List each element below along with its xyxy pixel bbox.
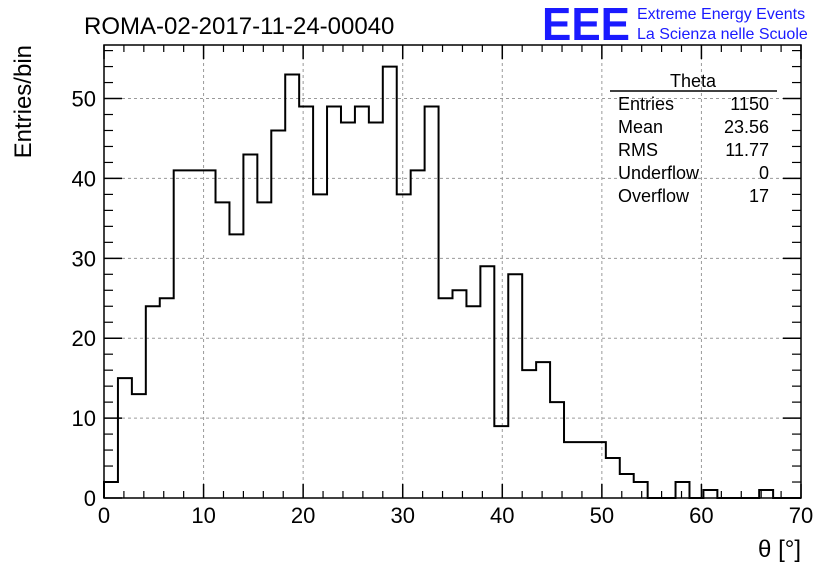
- x-tick-label: 70: [789, 503, 813, 528]
- chart-title: ROMA-02-2017-11-24-00040: [84, 13, 394, 40]
- y-tick-label: 20: [72, 326, 96, 351]
- x-tick-label: 40: [490, 503, 514, 528]
- y-axis-label: Entries/bin: [10, 45, 37, 158]
- axis-ticks: [103, 45, 802, 499]
- y-tick-label: 50: [72, 87, 96, 112]
- stats-row-value: 11.77: [725, 140, 769, 160]
- x-axis-label: θ [°]: [758, 536, 801, 563]
- stats-row-label: Mean: [618, 117, 663, 137]
- x-tick-label: 30: [390, 503, 414, 528]
- stats-box: Theta Entries 1150 Mean 23.56 RMS 11.77 Underf…: [610, 71, 777, 206]
- y-tick-label: 10: [72, 406, 96, 431]
- grid-lines: [104, 45, 801, 498]
- stats-row-label: RMS: [618, 140, 658, 160]
- y-tick-label: 40: [72, 166, 96, 191]
- plot-frame: [103, 44, 802, 499]
- stats-row-label: Entries: [618, 94, 674, 114]
- stats-row-value: 17: [749, 186, 769, 206]
- eee-logo-line1: Extreme Energy Events: [637, 6, 805, 23]
- eee-logo-line2: La Scienza nelle Scuole: [637, 26, 808, 43]
- histogram-outline: [103, 65, 801, 499]
- eee-logo: EEE Extreme Energy Events La Scienza nel…: [542, 0, 808, 50]
- y-tick-labels: 0 10 20 30 40 50: [72, 87, 96, 511]
- stats-row-value: 23.56: [724, 117, 769, 137]
- stats-row-value: 1150: [730, 94, 769, 114]
- stats-row-value: 0: [759, 163, 769, 183]
- stats-row-label: Overflow: [618, 186, 690, 206]
- y-tick-label: 0: [84, 486, 96, 511]
- stats-row-label: Underflow: [618, 163, 700, 183]
- x-tick-label: 20: [291, 503, 315, 528]
- x-tick-label: 0: [98, 503, 110, 528]
- stats-box-title: Theta: [670, 71, 717, 91]
- stats-box-rows: Entries 1150 Mean 23.56 RMS 11.77 Underflow 0 Ov…: [618, 94, 769, 206]
- x-tick-label: 50: [590, 503, 614, 528]
- eee-logo-mark: EEE: [542, 0, 630, 50]
- x-tick-labels: 0 10 20 30 40 50 60 70: [98, 503, 813, 528]
- x-tick-label: 60: [689, 503, 713, 528]
- x-tick-label: 10: [191, 503, 215, 528]
- y-tick-label: 30: [72, 246, 96, 271]
